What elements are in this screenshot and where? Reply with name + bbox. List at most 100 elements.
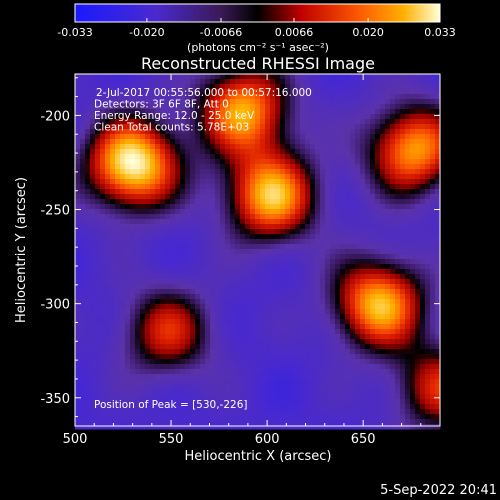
heatmap-cell [360, 229, 366, 235]
heatmap-cell [430, 299, 436, 305]
heatmap-cell [400, 134, 406, 140]
heatmap-cell [275, 289, 281, 295]
heatmap-cell [360, 109, 366, 115]
heatmap-cell [190, 354, 196, 360]
heatmap-cell [80, 104, 86, 110]
heatmap-cell [170, 409, 176, 415]
heatmap-cell [405, 319, 411, 325]
heatmap-cell [280, 129, 286, 135]
heatmap-cell [270, 169, 276, 175]
heatmap-cell [115, 234, 121, 240]
heatmap-cell [295, 129, 301, 135]
heatmap-cell [300, 239, 306, 245]
heatmap-cell [230, 84, 236, 90]
heatmap-cell [200, 74, 206, 80]
heatmap-cell [260, 184, 266, 190]
heatmap-cell [255, 399, 261, 405]
heatmap-cell [400, 249, 406, 255]
heatmap-cell [160, 384, 166, 390]
heatmap-cell [210, 119, 216, 125]
heatmap-cell [110, 94, 116, 100]
heatmap-cell [380, 299, 386, 305]
heatmap-cell [90, 339, 96, 345]
heatmap-cell [425, 124, 431, 130]
heatmap-cell [235, 344, 241, 350]
heatmap-cell [360, 104, 366, 110]
heatmap-cell [140, 179, 146, 185]
heatmap-cell [185, 279, 191, 285]
heatmap-cell [210, 359, 216, 365]
heatmap-cell [160, 389, 166, 395]
heatmap-cell [205, 299, 211, 305]
heatmap-cell [215, 139, 221, 145]
heatmap-cell [270, 204, 276, 210]
heatmap-cell [290, 379, 296, 385]
heatmap-cell [280, 154, 286, 160]
heatmap-cell [135, 179, 141, 185]
heatmap-cell [375, 389, 381, 395]
heatmap-cell [170, 194, 176, 200]
heatmap-cell [120, 369, 126, 375]
heatmap-cell [215, 74, 221, 80]
heatmap-cell [370, 274, 376, 280]
heatmap-cell [110, 184, 116, 190]
heatmap-cell [110, 354, 116, 360]
heatmap-cell [125, 329, 131, 335]
heatmap-cell [150, 104, 156, 110]
heatmap-cell [270, 314, 276, 320]
heatmap-cell [405, 214, 411, 220]
heatmap-cell [420, 74, 426, 80]
heatmap-cell [170, 399, 176, 405]
heatmap-cell [220, 399, 226, 405]
heatmap-cell [120, 289, 126, 295]
heatmap-cell [150, 409, 156, 415]
heatmap-cell [295, 164, 301, 170]
heatmap-cell [100, 214, 106, 220]
heatmap-cell [95, 294, 101, 300]
heatmap-cell [255, 389, 261, 395]
heatmap-cell [385, 104, 391, 110]
heatmap-cell [275, 384, 281, 390]
heatmap-cell [255, 384, 261, 390]
heatmap-cell [75, 304, 81, 310]
heatmap-cell [125, 164, 131, 170]
heatmap-cell [105, 279, 111, 285]
heatmap-cell [300, 389, 306, 395]
heatmap-cell [345, 294, 351, 300]
heatmap-cell [170, 314, 176, 320]
heatmap-cell [350, 144, 356, 150]
heatmap-cell [230, 194, 236, 200]
heatmap-cell [200, 284, 206, 290]
heatmap-cell [420, 234, 426, 240]
heatmap-cell [90, 274, 96, 280]
heatmap-cell [295, 279, 301, 285]
heatmap-cell [95, 209, 101, 215]
heatmap-cell [340, 184, 346, 190]
heatmap-cell [175, 354, 181, 360]
heatmap-cell [190, 399, 196, 405]
heatmap-cell [370, 324, 376, 330]
heatmap-cell [85, 314, 91, 320]
heatmap-cell [165, 409, 171, 415]
heatmap-cell [230, 259, 236, 265]
heatmap-cell [290, 214, 296, 220]
heatmap-cell [225, 79, 231, 85]
heatmap-cell [240, 189, 246, 195]
heatmap-cell [335, 84, 341, 90]
heatmap-cell [365, 149, 371, 155]
heatmap-cell [370, 199, 376, 205]
heatmap-cell [275, 154, 281, 160]
heatmap-cell [85, 239, 91, 245]
heatmap-cell [215, 379, 221, 385]
heatmap-cell [390, 99, 396, 105]
heatmap-cell [395, 79, 401, 85]
heatmap-cell [245, 369, 251, 375]
heatmap-cell [265, 74, 271, 80]
heatmap-cell [130, 179, 136, 185]
heatmap-cell [125, 189, 131, 195]
heatmap-cell [340, 334, 346, 340]
heatmap-cell [115, 319, 121, 325]
heatmap-cell [410, 84, 416, 90]
heatmap-cell [195, 214, 201, 220]
heatmap-cell [365, 89, 371, 95]
